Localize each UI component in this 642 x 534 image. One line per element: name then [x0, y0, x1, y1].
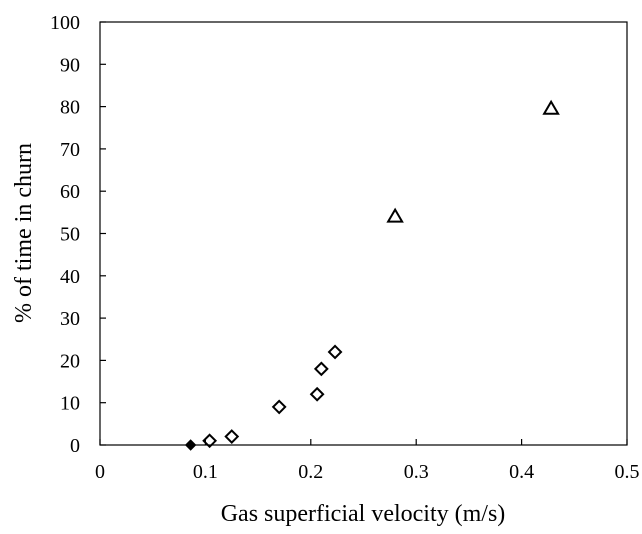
y-tick-label: 30	[60, 308, 80, 330]
plot-frame	[99, 21, 628, 446]
y-axis-title: % of time in churn	[11, 143, 37, 323]
data-point-open-triangle	[542, 99, 560, 115]
data-points	[184, 99, 560, 451]
x-tick-label: 0.3	[404, 461, 429, 483]
x-tick-label: 0	[95, 461, 105, 483]
x-tick-label: 0.1	[193, 461, 218, 483]
x-tick-label: 0.4	[509, 461, 534, 483]
y-tick-label: 60	[60, 181, 80, 203]
x-tick-label: 0.5	[615, 461, 640, 483]
y-tick-label: 40	[60, 266, 80, 288]
y-tick-label: 20	[60, 350, 80, 372]
y-axis-tick-labels: 0 10 20 30 40 50 60 70 80 90 100	[50, 12, 80, 457]
y-tick-label: 0	[70, 435, 80, 457]
x-tick-label: 0.2	[298, 461, 323, 483]
data-point-open-diamond	[224, 429, 240, 444]
data-point-open-diamond	[202, 433, 218, 449]
y-axis-ticks	[100, 21, 106, 446]
data-point-open-triangle	[386, 207, 404, 223]
x-axis-ticks	[99, 439, 628, 445]
x-axis-tick-labels: 0 0.1 0.2 0.3 0.4 0.5	[95, 461, 640, 483]
y-tick-label: 70	[60, 139, 80, 161]
data-point-open-diamond	[271, 399, 287, 415]
y-tick-label: 80	[60, 97, 80, 119]
x-axis-title: Gas superficial velocity (m/s)	[221, 501, 506, 527]
data-point-open-diamond	[313, 361, 329, 377]
y-tick-label: 10	[60, 393, 80, 415]
data-point-open-diamond	[327, 344, 343, 360]
y-tick-label: 100	[50, 12, 80, 34]
data-point-filled-diamond	[184, 439, 197, 451]
y-tick-label: 90	[60, 54, 80, 76]
y-tick-label: 50	[60, 224, 80, 246]
data-point-open-diamond	[309, 386, 325, 402]
